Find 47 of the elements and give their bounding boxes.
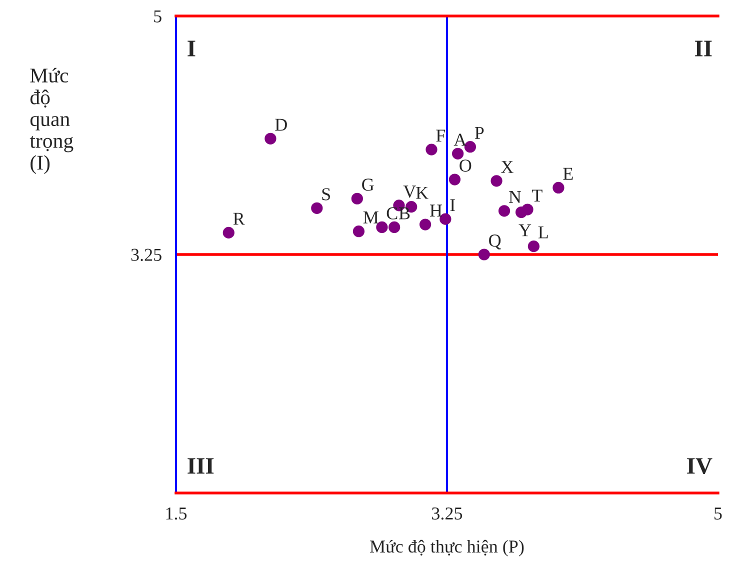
point [311, 202, 323, 214]
series-label: R [233, 212, 245, 225]
point [351, 192, 363, 204]
point [515, 206, 528, 218]
point [222, 226, 234, 239]
series-label: B [399, 207, 410, 220]
series-label: O [460, 160, 472, 172]
point [452, 148, 464, 160]
point [448, 174, 461, 186]
series-label: Y [518, 224, 532, 236]
point [478, 248, 490, 260]
x-axis-title: Mức độ thực hiện (P) [370, 540, 524, 556]
x-tick-label: 5 [714, 508, 722, 520]
point [352, 226, 365, 238]
x-tick-label: 1.5 [166, 508, 187, 520]
series-label: T [532, 190, 542, 202]
point [528, 240, 540, 252]
point [264, 132, 276, 144]
series-label: G [362, 178, 374, 191]
series-label: K [416, 186, 428, 199]
series-label: L [538, 226, 548, 238]
series-label: F [436, 130, 446, 142]
series-label: P [474, 127, 484, 139]
annotation: III [188, 458, 214, 474]
annotation: II [694, 40, 712, 56]
point [498, 205, 510, 217]
point [552, 182, 564, 194]
series-label: N [508, 191, 522, 203]
point [388, 221, 400, 234]
y-axis-title: Mức độ quan trọng (I) [30, 68, 74, 174]
series-label: S [322, 188, 330, 200]
series-label: I [450, 199, 455, 212]
series-label: E [563, 168, 573, 180]
series-label: V [403, 186, 416, 198]
point [426, 144, 438, 156]
series-label: C [386, 207, 398, 220]
series-label: X [501, 161, 514, 173]
series-label: A [454, 134, 467, 146]
annotation: I [188, 40, 196, 56]
point [419, 218, 432, 230]
annotation: IV [687, 458, 712, 474]
series-label: D [275, 118, 287, 131]
series-label: Q [489, 234, 502, 250]
x-tick-label: 3.25 [432, 507, 462, 520]
series-label: M [363, 211, 378, 224]
series-label: H [430, 204, 442, 217]
point [490, 175, 502, 187]
